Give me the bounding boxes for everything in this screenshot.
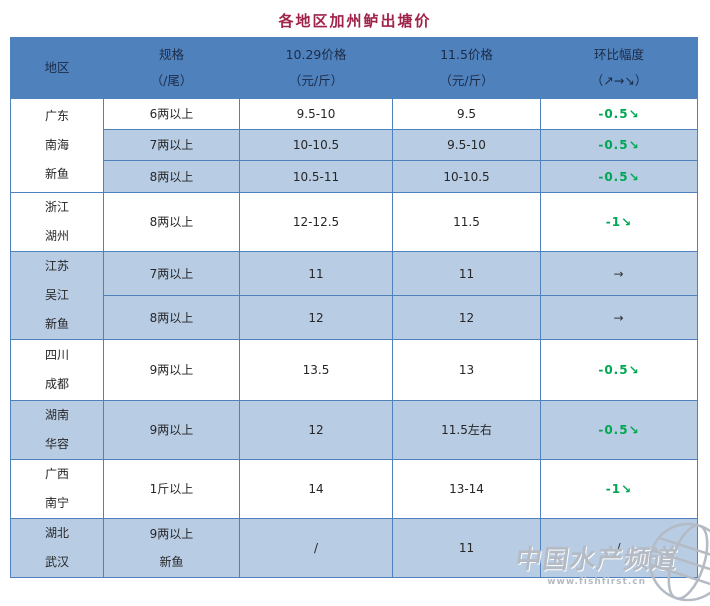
price-115-cell: 11.5左右 — [392, 400, 541, 460]
table-row: 8两以上 10.5-11 10-10.5 -0.5↘ — [11, 160, 698, 193]
price-115-cell: 11 — [392, 251, 541, 296]
header-price-115: 11.5价格 （元/斤） — [392, 37, 541, 99]
spec-cell: 8两以上 — [103, 192, 240, 252]
table-row: 湖南 华容 9两以上 12 11.5左右 -0.5↘ — [10, 400, 698, 460]
price-115-cell: 11 — [392, 518, 541, 578]
price-115-cell: 13 — [392, 339, 541, 401]
trend-cell: -1↘ — [540, 459, 698, 519]
price-115-cell: 13-14 — [392, 459, 541, 519]
price-1029-cell: 14 — [239, 459, 393, 519]
table-row: 浙江 湖州 8两以上 12-12.5 11.5 -1↘ — [10, 192, 698, 252]
trend-cell: -0.5↘ — [540, 129, 698, 161]
region-cell: 广西 南宁 — [10, 459, 104, 519]
price-1029-cell: 13.5 — [239, 339, 393, 401]
trend-cell: → — [540, 251, 698, 296]
trend-cell: -0.5↘ — [540, 98, 698, 130]
region-cell: 浙江 湖州 — [10, 192, 104, 252]
price-115-cell: 11.5 — [392, 192, 541, 252]
spec-cell: 9两以上 新鱼 — [103, 518, 240, 578]
price-1029-cell: 9.5-10 — [239, 98, 393, 130]
price-1029-cell: / — [239, 518, 393, 578]
trend-cell: -0.5↘ — [540, 400, 698, 460]
trend-cell: → — [540, 295, 698, 340]
region-cell: 湖北 武汉 — [10, 518, 104, 578]
page: { "title": "各地区加州鲈出塘价", "colors": { "hea… — [10, 12, 710, 602]
table-row: 江苏 吴江 新鱼 7两以上 11 11 → — [10, 251, 698, 340]
price-115-cell: 10-10.5 — [392, 160, 541, 193]
table-row: 四川 成都 9两以上 13.5 13 -0.5↘ — [10, 339, 698, 401]
price-1029-cell: 10.5-11 — [239, 160, 393, 193]
price-1029-cell: 12-12.5 — [239, 192, 393, 252]
trend-cell: -0.5↘ — [540, 339, 698, 401]
header-spec: 规格 （/尾） — [103, 37, 240, 99]
region-cell: 四川 成都 — [10, 339, 104, 401]
header-trend: 环比幅度 （↗→↘） — [540, 37, 698, 99]
spec-cell: 9两以上 — [103, 400, 240, 460]
trend-cell: -1↘ — [540, 192, 698, 252]
price-115-cell: 9.5-10 — [392, 129, 541, 161]
price-1029-cell: 12 — [239, 400, 393, 460]
spec-cell: 6两以上 — [103, 98, 240, 130]
region-cell: 江苏 吴江 新鱼 — [10, 251, 104, 340]
page-title: 各地区加州鲈出塘价 — [278, 12, 432, 30]
table-row: 7两以上 10-10.5 9.5-10 -0.5↘ — [11, 129, 698, 161]
table-row: 8两以上 12 12 → — [11, 295, 698, 340]
spec-cell: 8两以上 — [103, 160, 240, 193]
table-row: 广西 南宁 1斤以上 14 13-14 -1↘ — [10, 459, 698, 519]
price-1029-cell: 12 — [239, 295, 393, 340]
price-115-cell: 12 — [392, 295, 541, 340]
price-1029-cell: 11 — [239, 251, 393, 296]
region-cell: 湖南 华容 — [10, 400, 104, 460]
table-row: 广东 南海 新鱼 6两以上 9.5-10 9.5 -0.5↘ — [10, 98, 698, 193]
spec-cell: 9两以上 — [103, 339, 240, 401]
spec-cell: 7两以上 — [103, 129, 240, 161]
header-region: 地区 — [10, 37, 104, 99]
spec-cell: 1斤以上 — [103, 459, 240, 519]
watermark-url: www.fishfirst.cn — [547, 577, 646, 587]
spec-cell: 8两以上 — [103, 295, 240, 340]
header-row: 地区 规格 （/尾） 10.29价格 （元/斤） 11.5价格 （元/斤） 环比… — [10, 37, 698, 99]
region-cell: 广东 南海 新鱼 — [10, 98, 104, 193]
header-price-1029: 10.29价格 （元/斤） — [239, 37, 393, 99]
trend-cell: -0.5↘ — [540, 160, 698, 193]
price-115-cell: 9.5 — [392, 98, 541, 130]
table-row: 湖北 武汉 9两以上 新鱼 / 11 / — [10, 518, 698, 578]
trend-cell: / — [540, 518, 698, 578]
price-1029-cell: 10-10.5 — [239, 129, 393, 161]
spec-cell: 7两以上 — [103, 251, 240, 296]
price-table: 地区 规格 （/尾） 10.29价格 （元/斤） 11.5价格 （元/斤） 环比… — [10, 37, 698, 578]
